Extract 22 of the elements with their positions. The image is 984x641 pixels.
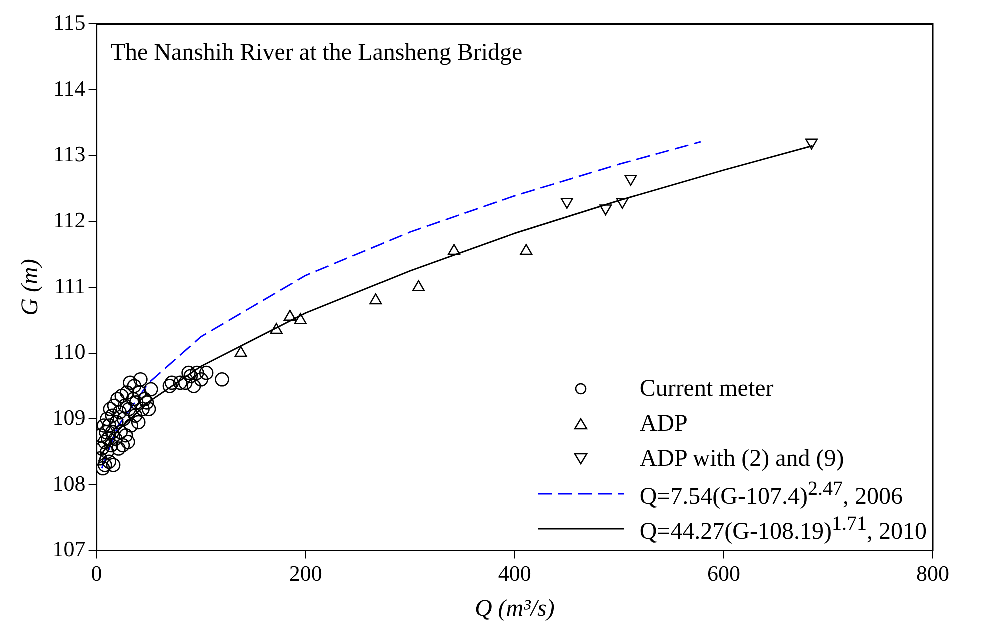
y-tick-label: 108 — [52, 470, 86, 496]
y-tick-label: 113 — [54, 142, 86, 167]
y-tick-label: 112 — [54, 207, 86, 232]
y-tick-label: 111 — [54, 273, 86, 298]
y-tick-label: 114 — [54, 76, 86, 101]
y-tick-label: 109 — [52, 404, 86, 430]
x-tick-label: 800 — [916, 560, 950, 586]
x-axis-title: Q (m³/s) — [474, 596, 555, 622]
legend-label: Q=7.54(G-107.4)$^{2.47}$, 2006 — [640, 478, 903, 511]
x-tick-label: 600 — [707, 560, 740, 586]
legend-label: ADP with (2) and (9) — [640, 446, 844, 473]
legend-label: ADP — [640, 410, 688, 438]
y-tick-label: 115 — [54, 10, 86, 35]
y-tick-label: 110 — [54, 339, 86, 364]
legend-label: Q=44.27(G-108.19)$^{1.71}$, 2010 — [640, 512, 927, 546]
y-axis-title: G (m) — [18, 259, 44, 316]
x-tick-label: 400 — [498, 560, 532, 586]
x-tick-label: 200 — [289, 560, 322, 586]
y-tick-label: 107 — [52, 536, 86, 562]
text: The Nanshih River at the Lansheng Bridge — [110, 40, 523, 68]
x-tick-label: 0 — [91, 560, 102, 586]
legend-label: Current meter — [640, 376, 774, 403]
